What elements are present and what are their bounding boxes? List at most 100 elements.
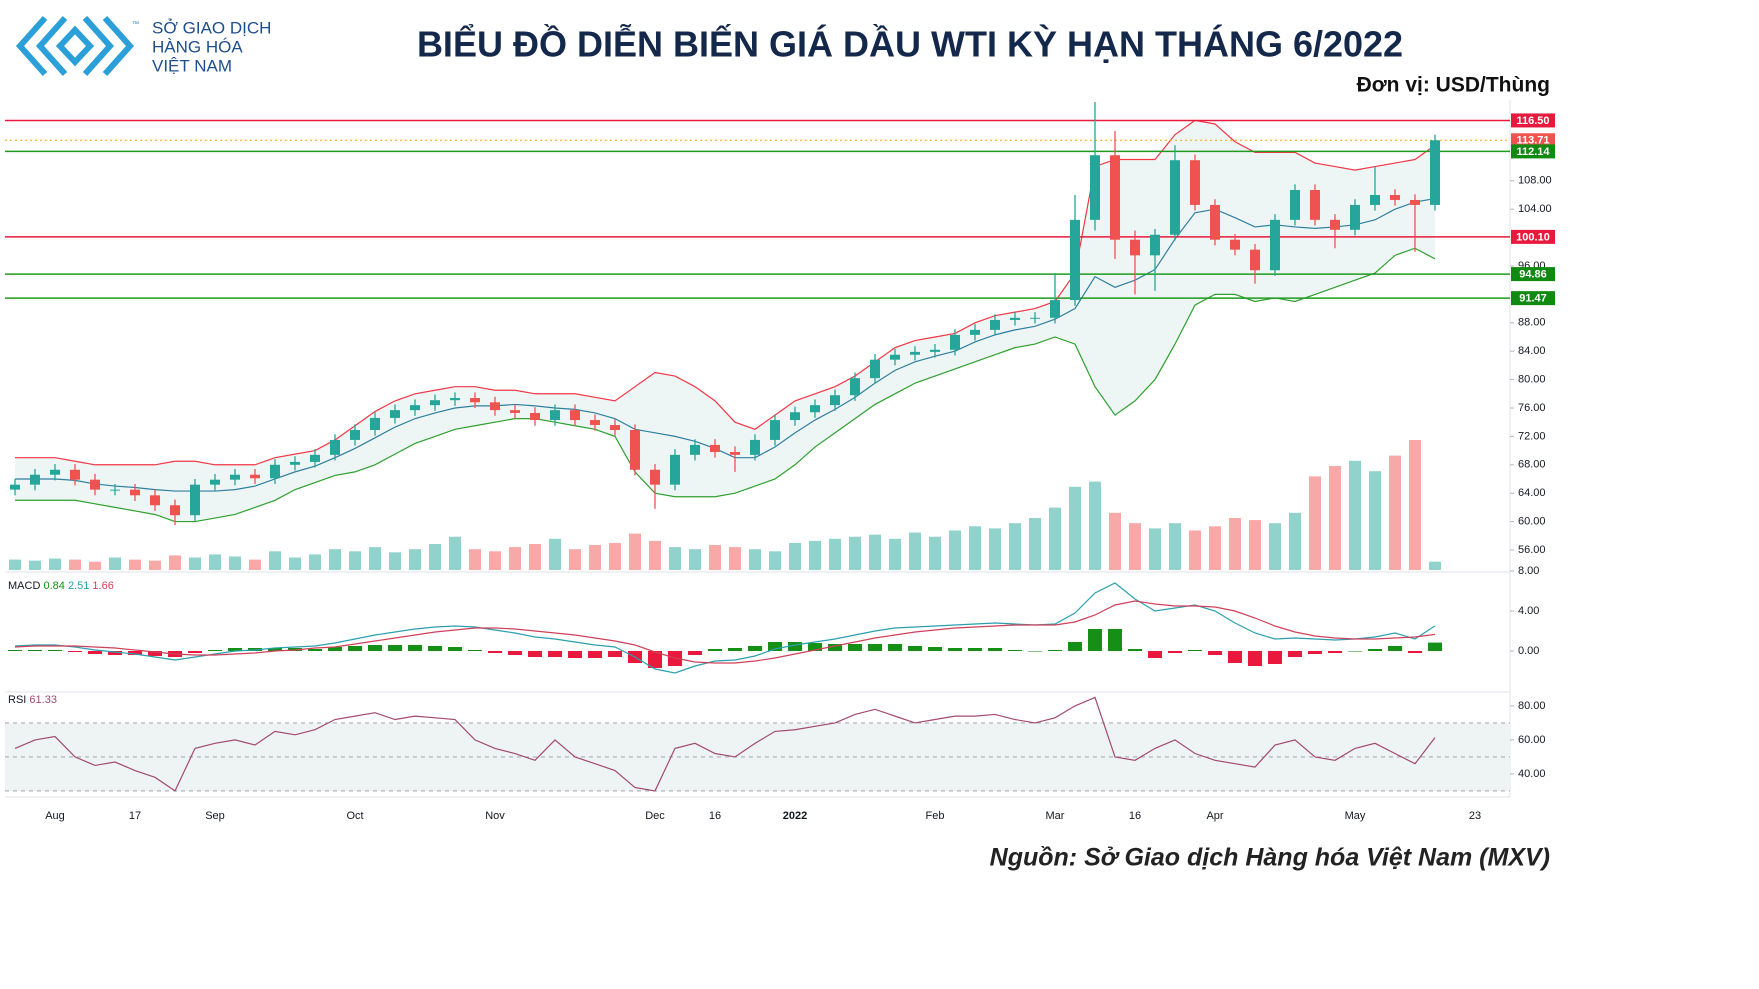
rsi-legend: RSI 61.33 [8, 694, 57, 706]
candle-body [870, 359, 880, 379]
candle-body [430, 400, 440, 406]
macd-value: 2.51 [68, 580, 89, 592]
volume-bar [1229, 518, 1241, 570]
candle-body [150, 495, 160, 506]
candle-body [70, 469, 80, 480]
volume-bar [969, 526, 981, 570]
x-tick-label: Mar [1046, 810, 1065, 822]
y-tick-label: 84.00 [1518, 345, 1546, 357]
volume-bar [1269, 523, 1281, 570]
logo-chevron [102, 16, 135, 76]
macd-hist-bar [148, 651, 162, 656]
volume-bar [1389, 455, 1401, 570]
macd-hist-bar [228, 648, 242, 651]
macd-hist-bar [348, 646, 362, 651]
macd-name: MACD [8, 580, 40, 592]
macd-hist-bar [1088, 629, 1102, 651]
volume-bar [669, 547, 681, 570]
macd-hist-bar [1128, 649, 1142, 651]
volume-bar [1209, 526, 1221, 570]
volume-bar [629, 533, 641, 570]
macd-hist-bar [788, 642, 802, 651]
macd-hist-bar [368, 645, 382, 651]
macd-hist-bar [988, 648, 1002, 651]
macd-hist-bar [328, 647, 342, 651]
level-tag [1511, 144, 1555, 159]
macd-hist-bar [688, 651, 702, 655]
bollinger-lower [15, 247, 1436, 523]
signal-line [14, 600, 1436, 664]
macd-hist-bar [108, 651, 122, 655]
candle-body [170, 505, 180, 516]
macd-tick-label: 0.00 [1518, 645, 1539, 657]
macd-hist-bar [588, 651, 602, 658]
candle-body [970, 329, 980, 335]
candle-body [550, 410, 560, 421]
candle-body [1110, 155, 1120, 240]
x-tick-label: Apr [1206, 810, 1223, 822]
macd-hist-bar [1368, 649, 1382, 651]
candle-body [110, 489, 120, 491]
logo-chevron [15, 16, 48, 76]
candle-body [470, 398, 480, 403]
y-tick-label: 108.00 [1518, 175, 1552, 187]
macd-hist-bar [188, 651, 202, 653]
volume-bar [1129, 523, 1141, 570]
candle-body [410, 405, 420, 411]
macd-hist-bar [408, 645, 422, 651]
macd-hist-bar [1028, 651, 1042, 652]
volume-bar [1169, 523, 1181, 570]
volume-bar [609, 542, 621, 570]
candle-body [1370, 194, 1380, 205]
macd-hist-bar [28, 650, 42, 651]
x-tick-label: Sep [205, 810, 225, 822]
candle-body [1270, 219, 1280, 271]
volume-bar [69, 559, 81, 570]
logo-text: SỞ GIAO DỊCH [152, 18, 271, 37]
candle-body [1070, 219, 1080, 301]
level-label: 100.10 [1516, 231, 1550, 243]
macd-hist-bar [828, 644, 842, 651]
macd-hist-bar [1248, 651, 1262, 666]
candle-body [570, 410, 580, 421]
candle-body [1410, 199, 1420, 205]
logo-diamond [55, 25, 95, 67]
macd-hist-value: 0.84 [43, 580, 64, 592]
macd-hist-bar [1208, 651, 1222, 655]
candle-body [530, 412, 540, 421]
macd-hist-bar [308, 649, 322, 651]
macd-hist-bar [48, 650, 62, 651]
volume-bar [989, 528, 1001, 570]
macd-hist-bar [1188, 650, 1202, 651]
volume-bar [1369, 471, 1381, 570]
candle-body [830, 395, 840, 406]
candle-body [350, 429, 360, 440]
level-label: 112.14 [1516, 146, 1550, 158]
macd-hist-bar [1388, 646, 1402, 651]
volume-bar [1049, 507, 1061, 570]
candle-body [950, 334, 960, 350]
level-label: 94.86 [1519, 268, 1547, 280]
volume-bar [729, 547, 741, 570]
volume-bar [229, 556, 241, 570]
volume-bar [469, 549, 481, 570]
candle-body [1010, 317, 1020, 320]
candle-body [450, 398, 460, 401]
volume-bar [1149, 528, 1161, 570]
volume-bar [309, 554, 321, 570]
level-tag [1511, 291, 1555, 306]
macd-hist-bar [708, 649, 722, 651]
candle-body [630, 429, 640, 470]
candle-body [90, 479, 100, 490]
volume-bar [129, 559, 141, 570]
candle-body [230, 474, 240, 480]
candle-body [50, 469, 60, 475]
x-tick-label: Nov [485, 810, 505, 822]
macd-signal-value: 1.66 [92, 580, 113, 592]
volume-bar [409, 549, 421, 570]
macd-hist-bar [768, 642, 782, 651]
x-tick-label: Feb [926, 810, 945, 822]
macd-legend: MACD 0.84 2.51 1.66 [8, 580, 114, 592]
x-tick-label: Dec [645, 810, 665, 822]
